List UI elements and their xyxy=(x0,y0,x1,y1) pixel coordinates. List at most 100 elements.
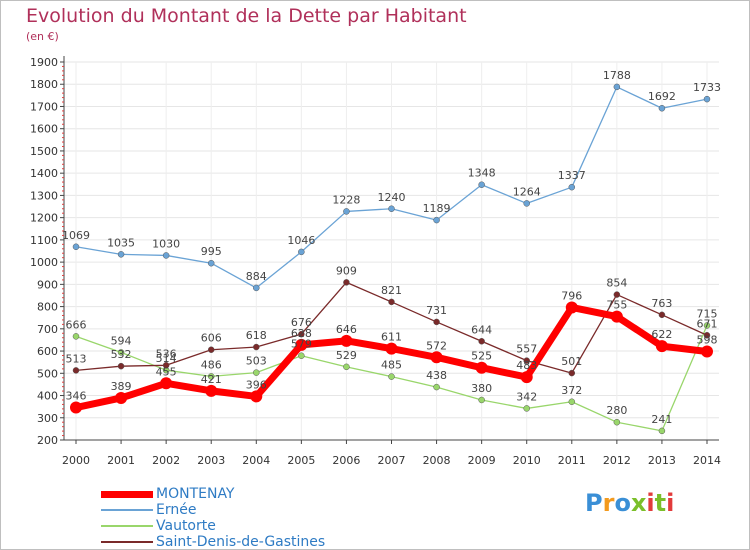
data-label: 536 xyxy=(156,347,177,360)
data-label: 503 xyxy=(246,355,267,368)
data-point xyxy=(117,362,125,370)
line-chart: 200 300 400 500 600 700 800 900 1000 1100 1200 1300… xyxy=(30,56,721,467)
data-point xyxy=(160,377,173,390)
data-point xyxy=(568,183,576,191)
data-label: 346 xyxy=(66,390,87,403)
data-point xyxy=(430,351,443,364)
data-label: 1692 xyxy=(648,90,676,103)
data-point xyxy=(253,284,260,292)
x-tick-label: 2013 xyxy=(648,454,676,467)
data-point xyxy=(703,332,711,339)
data-label: 514 xyxy=(156,352,177,365)
data-point xyxy=(207,346,215,353)
data-point xyxy=(298,248,305,256)
y-tick-label: 1000 xyxy=(30,256,58,269)
y-tick-label: 900 xyxy=(37,278,58,291)
logo-letter: x xyxy=(630,489,647,517)
y-tick-label: 1100 xyxy=(30,234,58,247)
legend-label: MONTENAY xyxy=(156,486,235,502)
data-label: 763 xyxy=(651,297,672,310)
y-tick-label: 1600 xyxy=(30,123,58,136)
y-tick-label: 1700 xyxy=(30,100,58,113)
data-label: 731 xyxy=(426,304,447,317)
y-tick-label: 800 xyxy=(37,301,58,314)
data-label: 628 xyxy=(291,327,312,340)
data-label: 485 xyxy=(381,359,402,372)
x-tick-label: 2004 xyxy=(242,454,270,467)
legend-swatch xyxy=(101,525,153,527)
data-label: 396 xyxy=(246,378,267,391)
data-point xyxy=(568,398,576,406)
x-tick-label: 2012 xyxy=(603,454,631,467)
logo-letter: P xyxy=(585,489,603,517)
data-point xyxy=(703,95,711,103)
data-label: 676 xyxy=(291,316,312,329)
legend-swatch xyxy=(101,541,153,543)
data-point xyxy=(253,343,260,351)
x-tick-label: 2003 xyxy=(197,454,225,467)
data-point xyxy=(388,298,395,306)
data-label: 1189 xyxy=(423,202,451,215)
x-tick-label: 2008 xyxy=(423,454,451,467)
data-point xyxy=(343,208,350,215)
data-label: 438 xyxy=(426,369,447,382)
data-point xyxy=(388,373,395,380)
data-label: 606 xyxy=(201,332,222,345)
data-point xyxy=(565,301,578,314)
data-point xyxy=(253,369,260,376)
chart-title: Evolution du Montant de la Dette par Hab… xyxy=(26,5,467,27)
y-tick-label: 1400 xyxy=(30,167,58,180)
data-label: 995 xyxy=(201,245,222,258)
data-label: 622 xyxy=(651,328,672,341)
data-point xyxy=(523,200,530,207)
x-tick-label: 2005 xyxy=(287,454,315,467)
data-point xyxy=(610,310,623,323)
data-label: 513 xyxy=(66,352,87,365)
data-point xyxy=(298,330,305,338)
y-tick-label: 1900 xyxy=(30,56,58,69)
data-label: 572 xyxy=(426,339,447,352)
logo-letter: o xyxy=(614,489,631,517)
x-tick-label: 2011 xyxy=(558,454,586,467)
y-tick-label: 600 xyxy=(37,345,58,358)
data-point xyxy=(701,345,713,358)
logo-letter: r xyxy=(602,489,615,517)
y-tick-label: 700 xyxy=(37,323,58,336)
data-point xyxy=(568,369,576,377)
data-label: 909 xyxy=(336,264,357,277)
data-point xyxy=(72,367,80,374)
data-point xyxy=(117,349,125,356)
data-point xyxy=(340,334,353,347)
x-tick-label: 2009 xyxy=(468,454,496,467)
x-tick-label: 2001 xyxy=(107,454,135,467)
data-label: 483 xyxy=(516,359,537,372)
data-point xyxy=(478,396,485,404)
data-label: 1788 xyxy=(603,69,631,82)
data-point xyxy=(207,373,215,380)
data-label: 646 xyxy=(336,323,357,336)
data-label: 241 xyxy=(651,413,672,426)
x-tick-label: 2007 xyxy=(378,454,406,467)
data-label: 1240 xyxy=(378,191,406,204)
legend-label: Vautorte xyxy=(156,518,216,534)
data-label: 280 xyxy=(606,404,627,417)
data-point xyxy=(433,216,440,224)
data-label: 1046 xyxy=(287,234,315,247)
x-tick-label: 2002 xyxy=(152,454,180,467)
data-point xyxy=(658,104,666,112)
data-label: 486 xyxy=(201,358,222,371)
data-label: 501 xyxy=(561,355,582,368)
data-label: 796 xyxy=(561,289,582,302)
y-tick-label: 1200 xyxy=(30,212,58,225)
data-label: 579 xyxy=(291,338,312,351)
data-point xyxy=(343,363,350,371)
data-point xyxy=(520,371,533,384)
data-label: 821 xyxy=(381,284,402,297)
data-label: 666 xyxy=(66,318,87,331)
legend-swatch xyxy=(101,509,153,511)
data-point xyxy=(703,322,711,329)
data-point xyxy=(475,361,488,374)
data-label: 644 xyxy=(471,323,492,336)
x-tick-label: 2010 xyxy=(513,454,541,467)
